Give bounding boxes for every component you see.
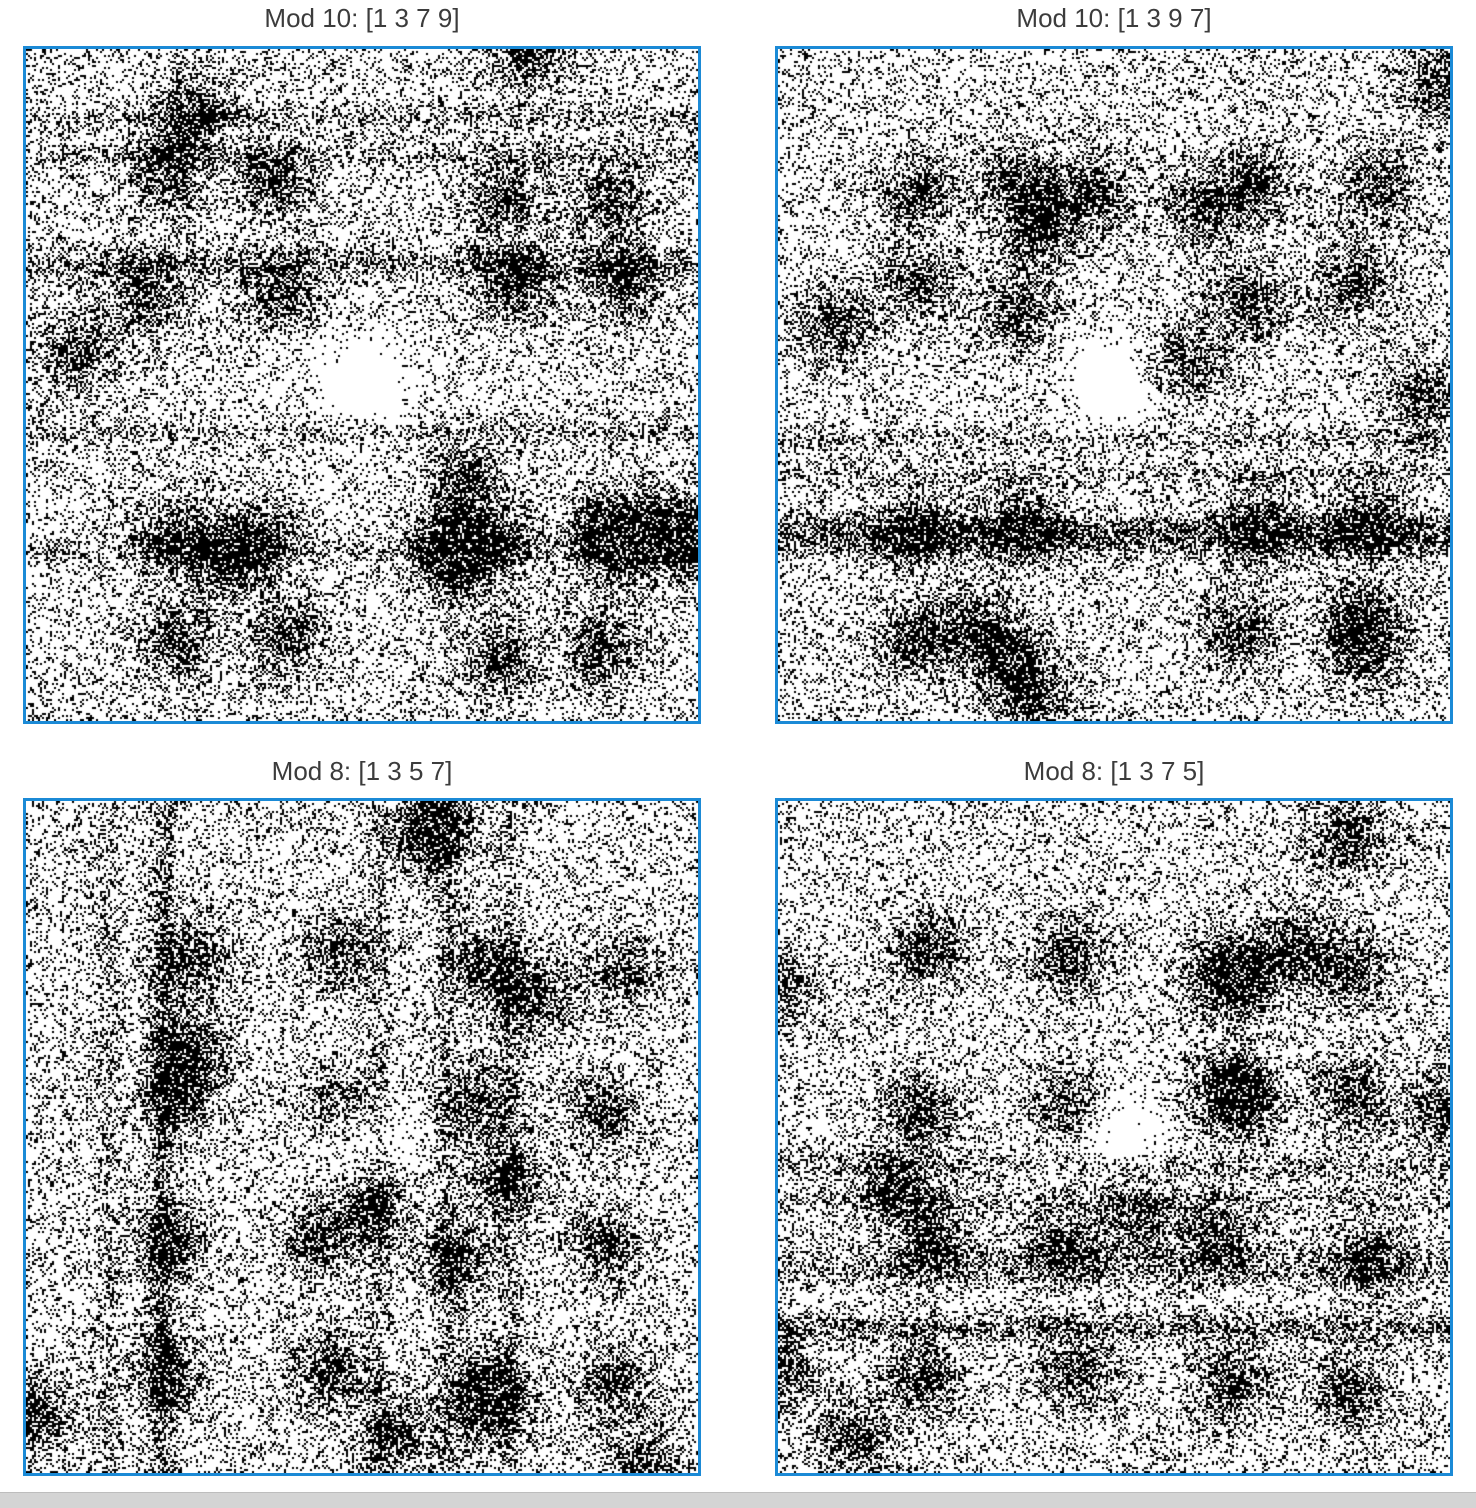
scatter-panel-mod10-1397: [775, 46, 1453, 724]
scatter-panel-mod8-1375: [775, 798, 1453, 1476]
panel-title-mod10-1379: Mod 10: [1 3 7 9]: [264, 3, 460, 33]
scatter-points-mod10-1379: [26, 49, 698, 721]
panel-title-mod8-1357: Mod 8: [1 3 5 7]: [271, 756, 453, 786]
scatter-points-mod10-1397: [778, 49, 1450, 721]
scatter-panel-mod10-1379: [23, 46, 701, 724]
scatter-panel-mod8-1357: [23, 798, 701, 1476]
scatter-points-mod8-1375: [778, 801, 1450, 1473]
window-bottom-edge: [0, 1492, 1476, 1508]
panel-title-mod8-1375: Mod 8: [1 3 7 5]: [1023, 756, 1205, 786]
panel-title-mod10-1397: Mod 10: [1 3 9 7]: [1016, 3, 1212, 33]
scatter-points-mod8-1357: [26, 801, 698, 1473]
